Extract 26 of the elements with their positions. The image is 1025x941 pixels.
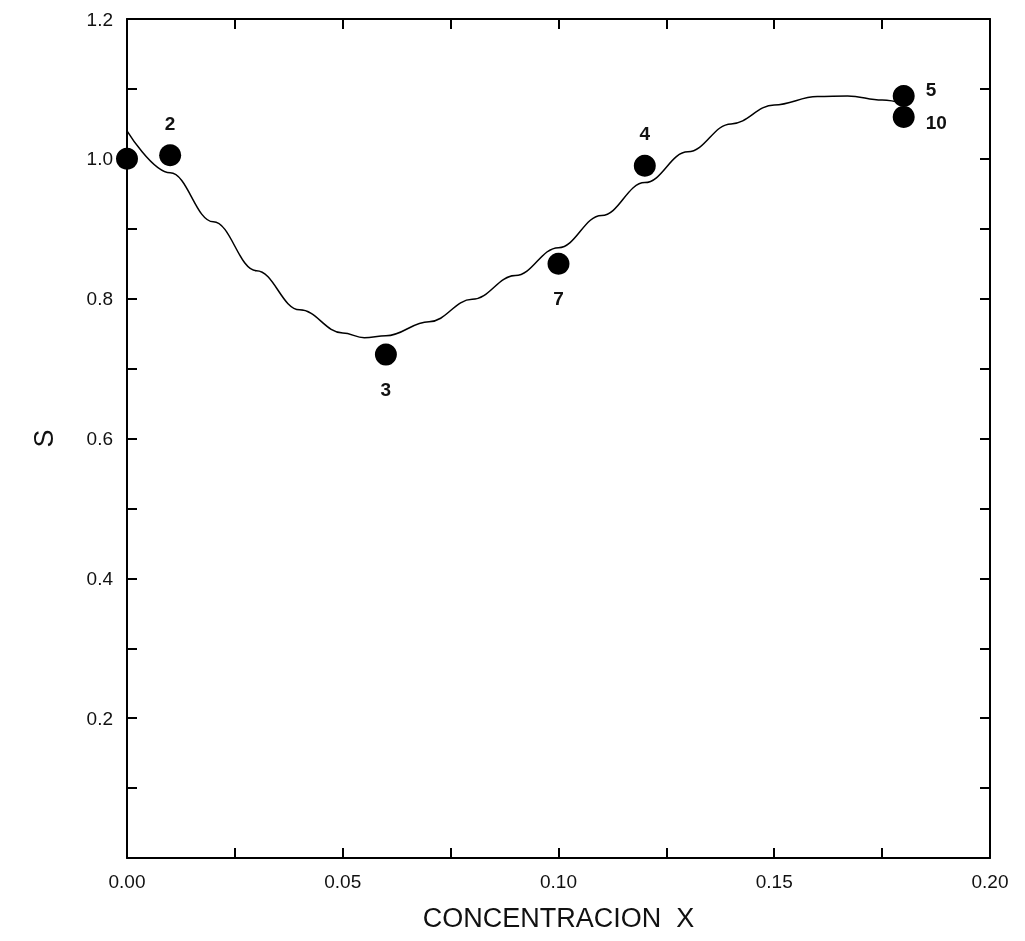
annotation: 3 <box>380 379 392 401</box>
point <box>374 343 397 366</box>
x-axis-title: CONCENTRACION X <box>422 902 695 933</box>
point <box>633 154 656 177</box>
point <box>892 105 915 128</box>
point <box>116 147 138 170</box>
point <box>159 144 182 167</box>
annotation: 2 <box>164 112 176 134</box>
point <box>547 252 570 275</box>
y-tick-label: 0.4 <box>86 567 114 589</box>
y-axis-title: S <box>28 429 59 448</box>
annotation: 7 <box>553 288 564 310</box>
annotation: 10 <box>925 112 947 134</box>
y-tick-label: 1.0 <box>86 148 113 170</box>
x-tick-label: 0.15 <box>755 871 793 892</box>
x-tick-label: 0.05 <box>324 871 362 892</box>
annotation: 5 <box>925 79 937 101</box>
x-tick-label: 0.20 <box>971 871 1009 892</box>
y-tick-label: 0.6 <box>86 428 113 449</box>
y-tick-label: 0.2 <box>86 707 113 729</box>
y-tick-label: 0.8 <box>86 288 113 310</box>
annotation: 4 <box>639 123 651 145</box>
point <box>892 84 915 107</box>
y-tick-label: 1.2 <box>86 8 113 30</box>
x-tick-label: 0.10 <box>540 871 577 892</box>
x-tick-label: 0.00 <box>108 871 146 892</box>
